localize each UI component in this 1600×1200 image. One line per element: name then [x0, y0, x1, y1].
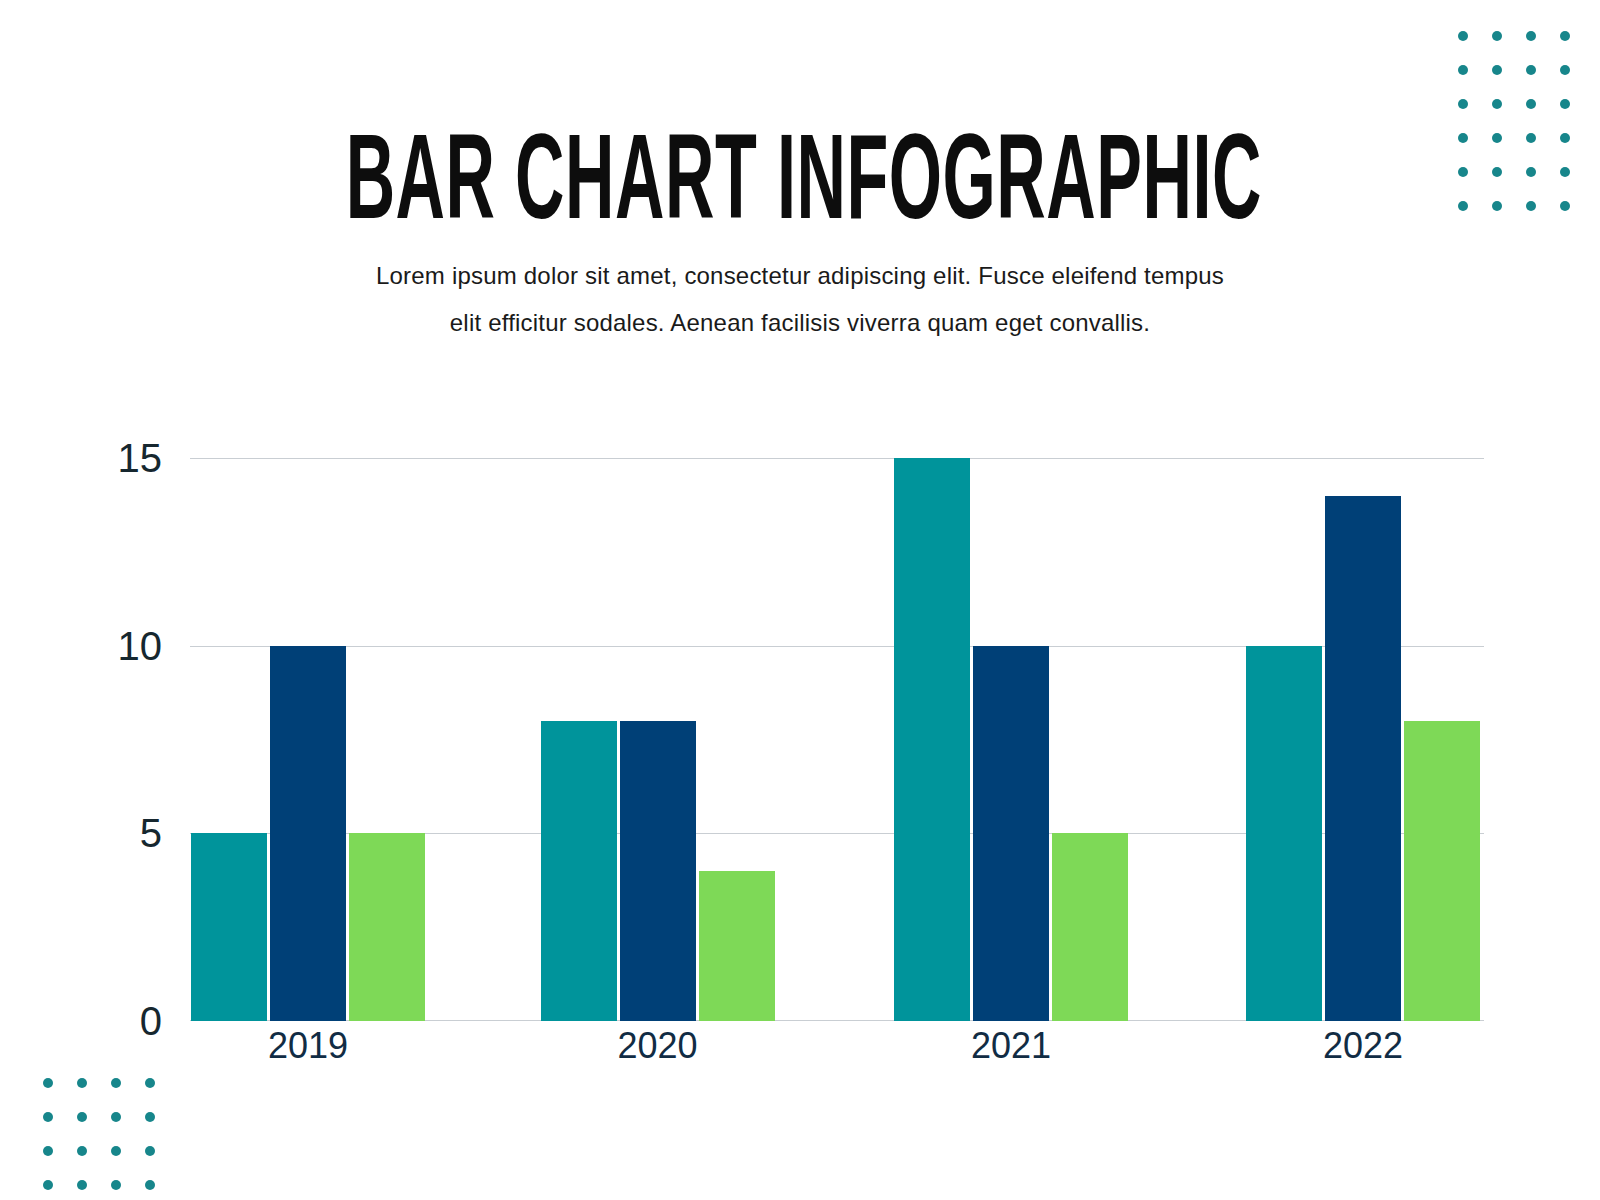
dot-icon [1526, 99, 1536, 109]
bar-2022-green [1404, 721, 1480, 1021]
dot-icon [1560, 133, 1570, 143]
dot-icon [1560, 65, 1570, 75]
y-tick-label-15: 15 [0, 434, 162, 482]
dot-icon [1458, 65, 1468, 75]
dot-icon [111, 1180, 121, 1190]
dot-icon [1560, 167, 1570, 177]
bar-2019-teal [191, 833, 267, 1021]
decorative-dots-top-right [1458, 31, 1570, 211]
dot-icon [1560, 201, 1570, 211]
dot-icon [1458, 133, 1468, 143]
bar-2021-teal [894, 458, 970, 1021]
bar-group-2020 [541, 458, 775, 1021]
plot-area [190, 458, 1484, 1021]
dot-icon [1560, 99, 1570, 109]
dot-icon [1492, 167, 1502, 177]
y-tick-label-5: 5 [0, 809, 162, 857]
dot-icon [1492, 99, 1502, 109]
y-tick-label-0: 0 [0, 997, 162, 1045]
dot-icon [1458, 99, 1468, 109]
dot-icon [1526, 65, 1536, 75]
bar-2020-green [699, 871, 775, 1021]
infographic-page: BAR CHART INFOGRAPHIC Lorem ipsum dolor … [0, 0, 1600, 1200]
dot-icon [111, 1078, 121, 1088]
bar-2022-navy [1325, 496, 1401, 1022]
bar-2020-navy [620, 721, 696, 1021]
dot-icon [43, 1180, 53, 1190]
decorative-dots-bottom-left [43, 1078, 155, 1190]
dot-icon [1526, 201, 1536, 211]
dot-icon [1492, 201, 1502, 211]
x-category-label-2020: 2020 [541, 1026, 775, 1066]
dot-icon [111, 1112, 121, 1122]
bar-2021-navy [973, 646, 1049, 1021]
dot-icon [1492, 65, 1502, 75]
dot-icon [145, 1180, 155, 1190]
x-category-label-2022: 2022 [1246, 1026, 1480, 1066]
x-category-label-2021: 2021 [894, 1026, 1128, 1066]
dot-icon [145, 1078, 155, 1088]
bar-group-2021 [894, 458, 1128, 1021]
dot-icon [1458, 167, 1468, 177]
dot-icon [43, 1112, 53, 1122]
x-category-label-2019: 2019 [191, 1026, 425, 1066]
dot-icon [1526, 167, 1536, 177]
dot-icon [1560, 31, 1570, 41]
dot-icon [1458, 31, 1468, 41]
dot-icon [1492, 31, 1502, 41]
bar-chart: 0 5 10 15 2019 2020 2021 2022 [0, 0, 1600, 1200]
bar-2020-teal [541, 721, 617, 1021]
bar-2022-teal [1246, 646, 1322, 1021]
dot-icon [1492, 133, 1502, 143]
dot-icon [43, 1078, 53, 1088]
dot-icon [77, 1146, 87, 1156]
bar-2021-green [1052, 833, 1128, 1021]
dot-icon [77, 1112, 87, 1122]
dot-icon [1526, 133, 1536, 143]
dot-icon [1526, 31, 1536, 41]
dot-icon [145, 1112, 155, 1122]
dot-icon [43, 1146, 53, 1156]
y-tick-label-10: 10 [0, 622, 162, 670]
dot-icon [111, 1146, 121, 1156]
bar-2019-green [349, 833, 425, 1021]
dot-icon [77, 1078, 87, 1088]
dot-icon [1458, 201, 1468, 211]
bar-group-2022 [1246, 458, 1480, 1021]
dot-icon [77, 1180, 87, 1190]
bar-2019-navy [270, 646, 346, 1021]
bar-group-2019 [191, 458, 425, 1021]
dot-icon [145, 1146, 155, 1156]
